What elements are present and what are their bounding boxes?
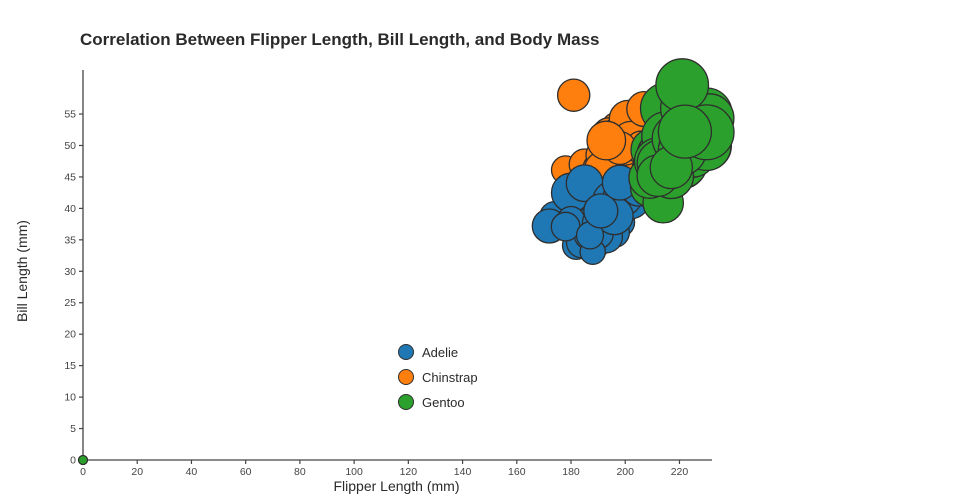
legend-label: Adelie <box>422 344 459 360</box>
x-tick-label: 40 <box>186 466 198 478</box>
legend-item-adelie[interactable]: Adelie <box>398 344 478 360</box>
y-tick-label: 45 <box>64 171 76 183</box>
series-gentoo <box>77 58 735 466</box>
legend-label: Chinstrap <box>422 369 478 385</box>
chart-title: Correlation Between Flipper Length, Bill… <box>80 30 600 49</box>
y-tick-label: 5 <box>70 423 76 435</box>
x-tick-label: 20 <box>131 466 143 478</box>
data-point-adelie[interactable] <box>583 193 619 229</box>
y-tick-label: 15 <box>64 360 76 372</box>
y-tick-label: 25 <box>64 297 76 309</box>
legend: Adelie Chinstrap Gentoo <box>398 344 478 410</box>
data-point-chinstrap[interactable] <box>556 78 591 112</box>
x-tick-label: 160 <box>508 466 526 478</box>
legend-label: Gentoo <box>422 394 465 410</box>
y-tick-label: 40 <box>64 203 76 215</box>
x-tick-label: 120 <box>400 466 418 478</box>
x-tick-label: 220 <box>671 466 689 478</box>
data-point-gentoo[interactable] <box>655 58 710 113</box>
x-tick-label: 80 <box>294 466 306 478</box>
data-point-gentoo[interactable] <box>77 454 89 466</box>
x-tick-label: 200 <box>616 466 634 478</box>
x-axis-title: Flipper Length (mm) <box>333 478 460 494</box>
y-tick-label: 55 <box>64 109 76 121</box>
y-tick-label: 20 <box>64 329 76 341</box>
y-tick-label: 35 <box>64 234 76 246</box>
x-tick-label: 0 <box>80 466 86 478</box>
y-tick-label: 0 <box>70 455 76 467</box>
gentoo-legend-marker-icon <box>398 394 414 410</box>
y-tick-label: 10 <box>64 392 76 404</box>
y-tick-label: 30 <box>64 266 76 278</box>
y-tick-label: 50 <box>64 140 76 152</box>
adelie-legend-marker-icon <box>398 344 414 360</box>
y-axis-title: Bill Length (mm) <box>14 220 30 322</box>
legend-item-chinstrap[interactable]: Chinstrap <box>398 369 478 385</box>
chinstrap-legend-marker-icon <box>398 369 414 385</box>
legend-item-gentoo[interactable]: Gentoo <box>398 394 478 410</box>
x-tick-label: 140 <box>454 466 472 478</box>
x-tick-label: 60 <box>240 466 252 478</box>
data-point-gentoo[interactable] <box>657 104 713 159</box>
x-tick-label: 180 <box>562 466 580 478</box>
data-point-chinstrap[interactable] <box>586 120 627 161</box>
x-tick-label: 100 <box>345 466 363 478</box>
data-point-adelie[interactable] <box>550 211 581 242</box>
